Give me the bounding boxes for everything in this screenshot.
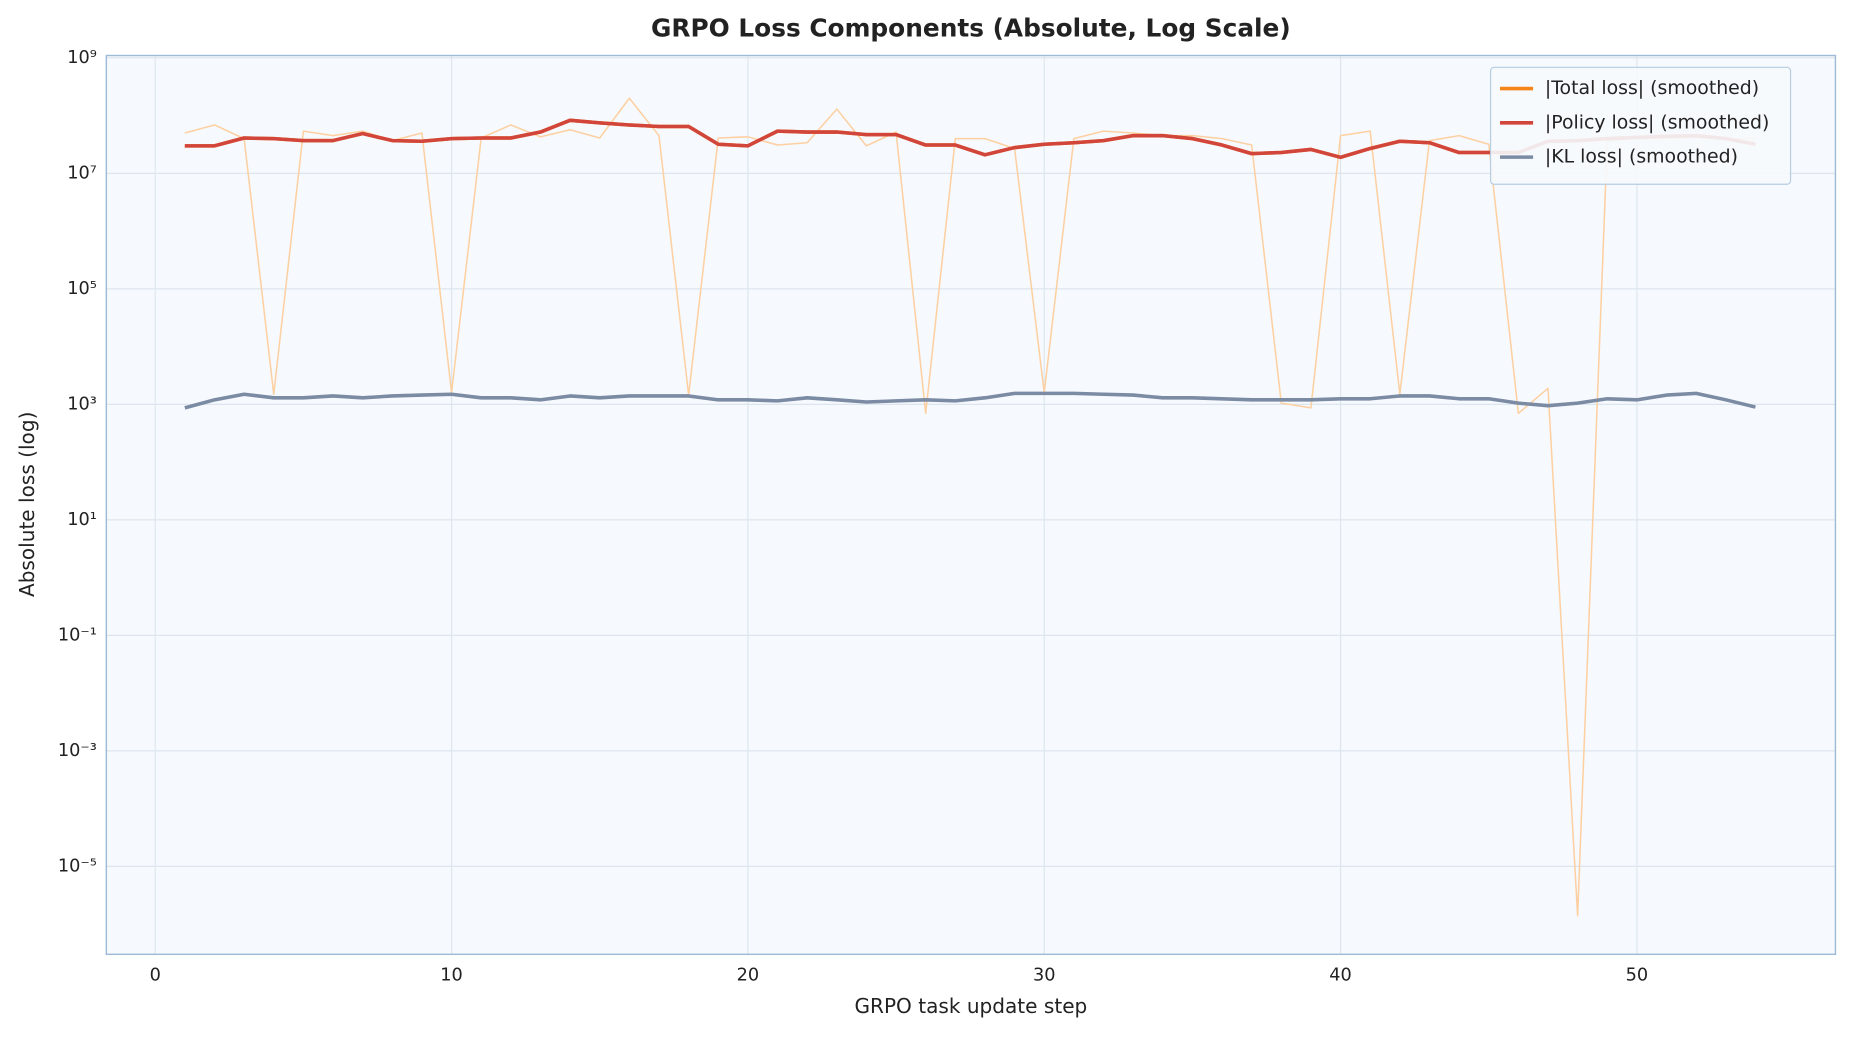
y-tick-label: 10⁻¹ (58, 625, 97, 645)
plot-area (106, 55, 1836, 955)
x-tick-label: 10 (440, 966, 463, 986)
y-tick-label: 10⁹ (67, 48, 97, 68)
series-line (184, 391, 1756, 410)
y-tick-label: 10⁻³ (58, 741, 97, 761)
legend-box (1489, 66, 1792, 185)
y-tick-label: 10⁵ (67, 279, 97, 299)
x-tick-label: 40 (1329, 966, 1352, 986)
x-axis-label: GRPO task update step (854, 994, 1087, 1018)
x-tick-label: 20 (737, 966, 760, 986)
x-tick-label: 0 (150, 966, 161, 986)
y-tick-label: 10³ (67, 394, 97, 414)
x-tick-label: 50 (1626, 966, 1649, 986)
y-axis-label: Absolute loss (log) (15, 412, 39, 597)
y-tick-label: 10¹ (67, 510, 97, 530)
legend-label: |Policy loss| (smoothed) (1545, 111, 1769, 133)
x-tick-label: 30 (1033, 966, 1056, 986)
chart-title: GRPO Loss Components (Absolute, Log Scal… (651, 14, 1291, 43)
legend-label: |KL loss| (smoothed) (1545, 146, 1738, 168)
plot-border (105, 54, 1837, 956)
legend-label: |Total loss| (smoothed) (1545, 77, 1759, 99)
series-line (184, 97, 1756, 917)
y-tick-label: 10⁷ (67, 163, 97, 183)
legend: |Total loss| (smoothed) |Policy loss| (sm… (1489, 66, 1792, 185)
y-tick-label: 10⁻⁵ (58, 856, 97, 876)
